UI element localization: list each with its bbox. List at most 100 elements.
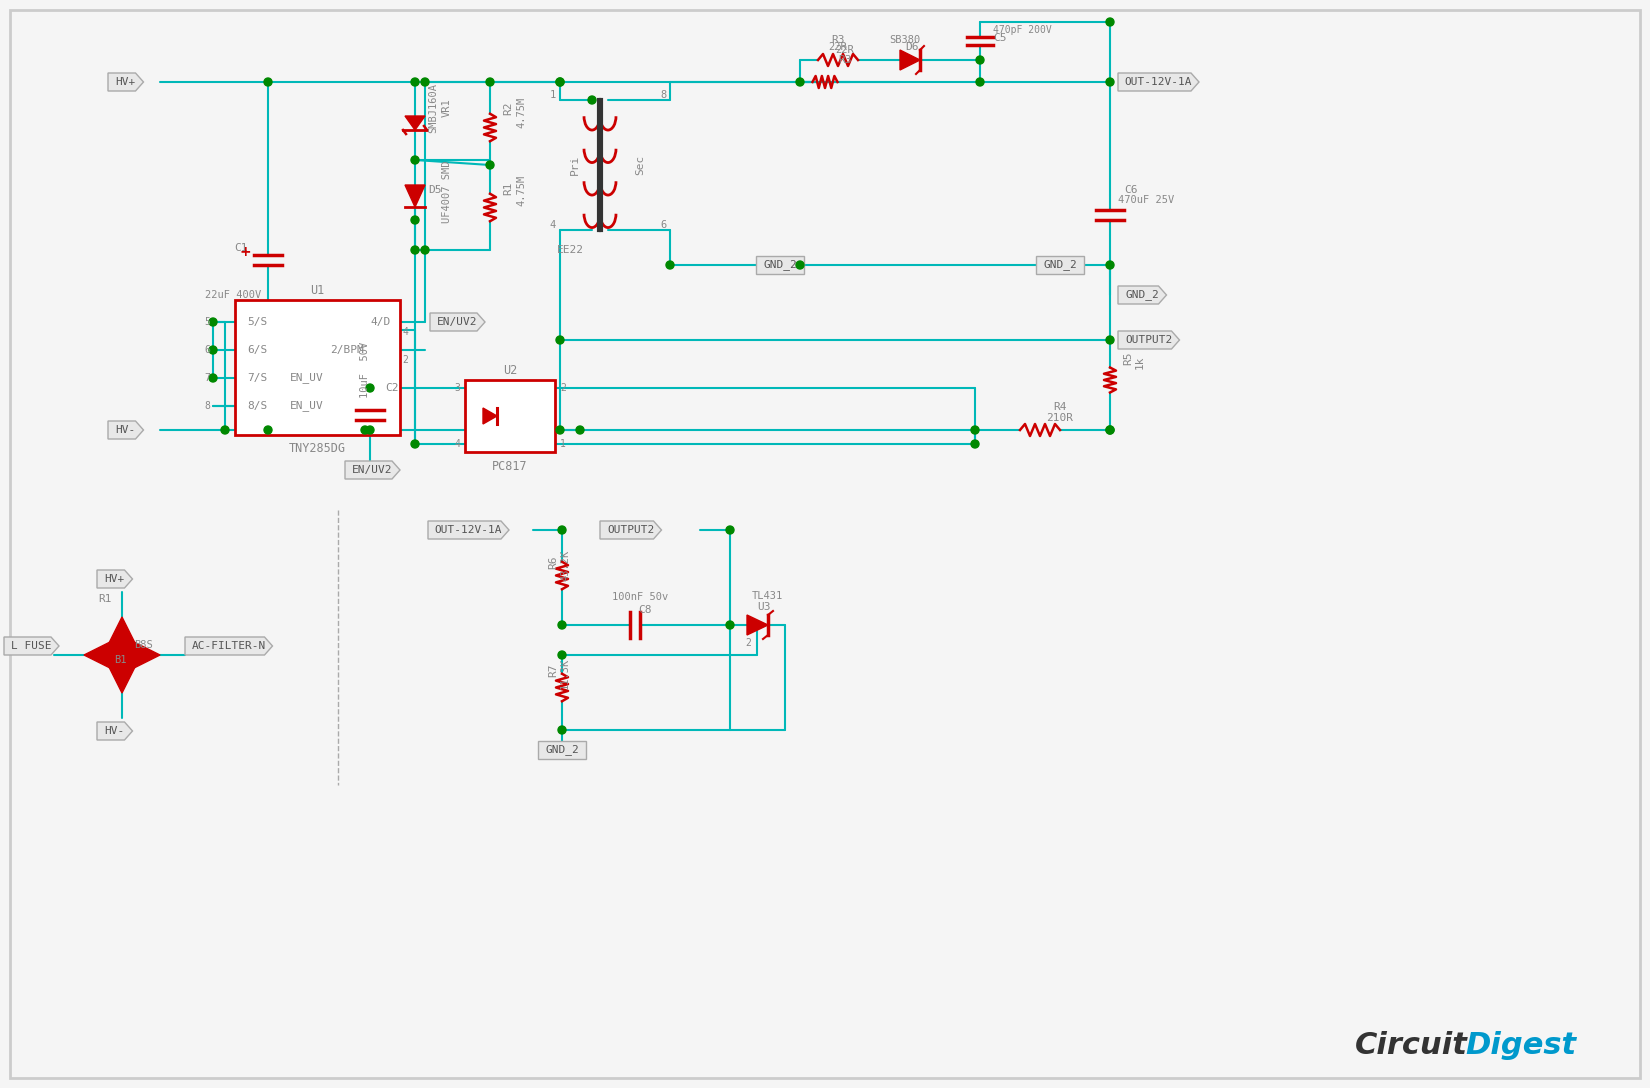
Polygon shape bbox=[345, 461, 399, 479]
Text: 4: 4 bbox=[454, 438, 460, 449]
Circle shape bbox=[1106, 426, 1114, 434]
Text: U3: U3 bbox=[757, 602, 771, 611]
Text: B1: B1 bbox=[114, 655, 127, 665]
Text: 210R: 210R bbox=[1046, 413, 1074, 423]
Circle shape bbox=[556, 78, 564, 86]
Polygon shape bbox=[1119, 286, 1167, 304]
Text: 3: 3 bbox=[454, 383, 460, 393]
Text: OUT-12V-1A: OUT-12V-1A bbox=[434, 526, 502, 535]
Circle shape bbox=[421, 78, 429, 86]
Text: EN_UV: EN_UV bbox=[290, 372, 323, 383]
Text: R7: R7 bbox=[548, 664, 558, 677]
Circle shape bbox=[576, 426, 584, 434]
Text: 4: 4 bbox=[403, 327, 408, 337]
Bar bbox=[234, 300, 399, 435]
Text: GND_2: GND_2 bbox=[1125, 289, 1158, 300]
Text: U1: U1 bbox=[310, 284, 325, 297]
Text: 6: 6 bbox=[205, 345, 210, 355]
Circle shape bbox=[556, 426, 564, 434]
Text: U2: U2 bbox=[503, 363, 516, 376]
Polygon shape bbox=[3, 636, 59, 655]
Text: EE22: EE22 bbox=[556, 245, 584, 255]
Text: 4/D: 4/D bbox=[370, 317, 391, 327]
Circle shape bbox=[487, 78, 493, 86]
Text: 7/S: 7/S bbox=[248, 373, 267, 383]
Bar bbox=[538, 741, 586, 759]
Text: 8: 8 bbox=[660, 90, 667, 100]
Polygon shape bbox=[1119, 73, 1200, 91]
Text: B8S: B8S bbox=[134, 640, 153, 650]
Text: Sec: Sec bbox=[635, 154, 645, 175]
Circle shape bbox=[1106, 336, 1114, 344]
Circle shape bbox=[556, 336, 564, 344]
Polygon shape bbox=[84, 636, 122, 673]
Circle shape bbox=[411, 246, 419, 254]
Circle shape bbox=[556, 78, 564, 86]
Circle shape bbox=[1106, 78, 1114, 86]
Text: 4.75M: 4.75M bbox=[516, 97, 526, 127]
Polygon shape bbox=[427, 521, 508, 539]
Text: AC-FILTER-N: AC-FILTER-N bbox=[191, 641, 266, 651]
Text: 2: 2 bbox=[403, 355, 408, 364]
Text: 4: 4 bbox=[549, 220, 556, 230]
Text: SMBJ160A: SMBJ160A bbox=[427, 83, 437, 133]
Text: 22uF 400V: 22uF 400V bbox=[205, 290, 261, 300]
Polygon shape bbox=[404, 116, 426, 129]
Circle shape bbox=[1106, 426, 1114, 434]
Circle shape bbox=[1106, 261, 1114, 269]
Text: Circuit: Circuit bbox=[1355, 1030, 1468, 1060]
Text: R1: R1 bbox=[503, 182, 513, 195]
Text: D5: D5 bbox=[427, 185, 442, 195]
Text: EN/UV2: EN/UV2 bbox=[437, 317, 478, 327]
Circle shape bbox=[977, 55, 983, 64]
Circle shape bbox=[210, 318, 218, 326]
Text: TL431: TL431 bbox=[752, 591, 784, 601]
Polygon shape bbox=[747, 615, 767, 635]
Text: L FUSE: L FUSE bbox=[12, 641, 51, 651]
Polygon shape bbox=[899, 50, 921, 70]
Text: 2/BPM: 2/BPM bbox=[330, 345, 363, 355]
Bar bbox=[1036, 256, 1084, 274]
Text: D6: D6 bbox=[906, 42, 919, 52]
Circle shape bbox=[587, 96, 596, 104]
Circle shape bbox=[411, 156, 419, 164]
Text: 7: 7 bbox=[205, 373, 210, 383]
Text: GND_2: GND_2 bbox=[544, 744, 579, 755]
Text: HV+: HV+ bbox=[104, 574, 125, 584]
Polygon shape bbox=[601, 521, 662, 539]
Circle shape bbox=[421, 246, 429, 254]
Text: HV+: HV+ bbox=[116, 77, 135, 87]
Text: 5/S: 5/S bbox=[248, 317, 267, 327]
Text: 11.3K: 11.3K bbox=[559, 657, 569, 689]
Text: C5: C5 bbox=[993, 33, 1006, 44]
Text: R3: R3 bbox=[832, 35, 845, 45]
Text: GND_2: GND_2 bbox=[762, 260, 797, 271]
Text: 2: 2 bbox=[746, 638, 751, 648]
Text: 6: 6 bbox=[660, 220, 667, 230]
Text: EN/UV2: EN/UV2 bbox=[351, 465, 393, 475]
Circle shape bbox=[264, 78, 272, 86]
Text: C8: C8 bbox=[639, 605, 652, 615]
Circle shape bbox=[361, 426, 370, 434]
Polygon shape bbox=[102, 655, 140, 693]
Text: 1: 1 bbox=[549, 90, 556, 100]
Text: R1: R1 bbox=[99, 594, 112, 604]
Circle shape bbox=[411, 440, 419, 448]
Text: VR1: VR1 bbox=[442, 99, 452, 118]
Text: 5: 5 bbox=[205, 317, 210, 327]
Text: HV-: HV- bbox=[116, 425, 135, 435]
Text: OUTPUT2: OUTPUT2 bbox=[1125, 335, 1173, 345]
Circle shape bbox=[970, 440, 978, 448]
Bar bbox=[465, 380, 554, 452]
Circle shape bbox=[221, 426, 229, 434]
Circle shape bbox=[264, 426, 272, 434]
Text: R3: R3 bbox=[838, 55, 851, 65]
Polygon shape bbox=[102, 617, 140, 655]
Circle shape bbox=[210, 346, 218, 354]
Circle shape bbox=[970, 426, 978, 434]
Text: R6: R6 bbox=[548, 555, 558, 569]
Circle shape bbox=[210, 374, 218, 382]
Text: Pri: Pri bbox=[569, 154, 581, 175]
Circle shape bbox=[726, 621, 734, 629]
Text: 6/S: 6/S bbox=[248, 345, 267, 355]
